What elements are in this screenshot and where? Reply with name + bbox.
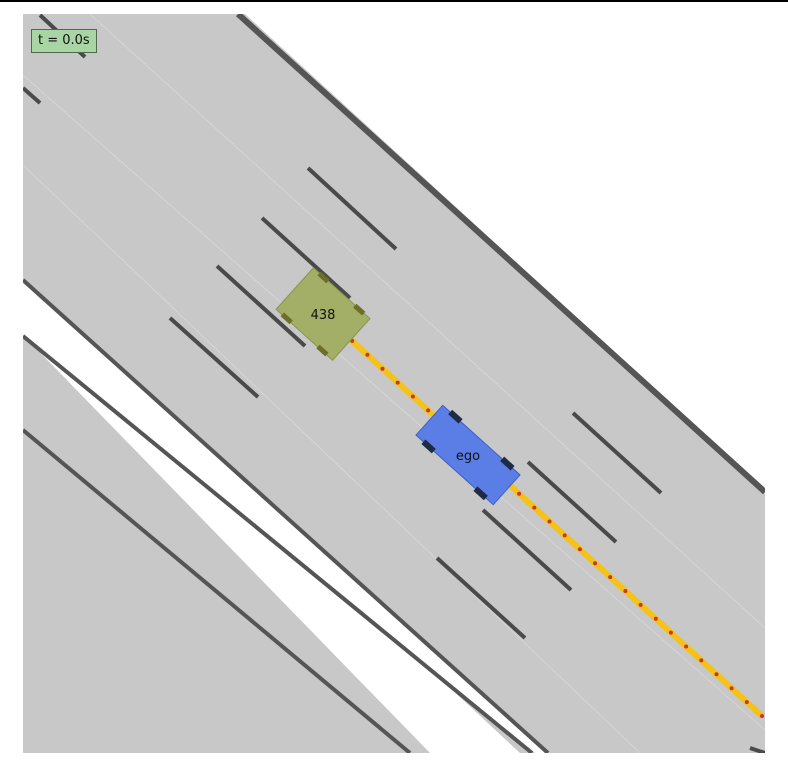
trajectory-waypoint (684, 644, 689, 649)
top-frame-border (0, 0, 788, 2)
trajectory-waypoint (395, 380, 400, 385)
road-edge-upper (235, 14, 765, 495)
trajectory-waypoint (653, 616, 658, 621)
road-edge-ramp-outer (23, 428, 412, 753)
trajectory-waypoint (547, 519, 552, 524)
trajectory-waypoint (714, 672, 719, 677)
road-edge-ramp-inner (23, 334, 534, 753)
vehicle-ego-label: ego (456, 449, 480, 464)
ramp-road-surface (23, 335, 430, 753)
trajectory-waypoint (426, 408, 431, 413)
trajectory-waypoint (623, 589, 628, 593)
lane-guides (23, 14, 765, 753)
main-road-surface (23, 14, 765, 753)
trajectory-waypoint (532, 505, 537, 510)
trajectory-waypoint (699, 658, 704, 663)
trajectory-waypoint (744, 700, 749, 705)
vehicle-ego: ego (415, 404, 521, 506)
trajectory-waypoint (729, 686, 734, 691)
trajectory-waypoint (410, 394, 415, 399)
trajectory-waypoint (608, 575, 613, 580)
trajectory-waypoint (593, 561, 597, 566)
trajectory-waypoint (365, 352, 370, 357)
vehicle-438-label: 438 (311, 308, 336, 323)
time-label: t = 0.0s (31, 29, 97, 53)
trajectory-waypoint (760, 714, 764, 718)
trajectory-waypoint (517, 491, 522, 496)
trajectory-waypoint (638, 602, 643, 607)
trajectory-waypoint (668, 630, 673, 635)
trajectory-waypoint (380, 366, 385, 371)
trajectory-waypoint (562, 533, 567, 538)
vehicle-438: 438 (275, 267, 371, 361)
trajectory-waypoint (577, 547, 582, 552)
road-edge-middle (23, 278, 550, 753)
